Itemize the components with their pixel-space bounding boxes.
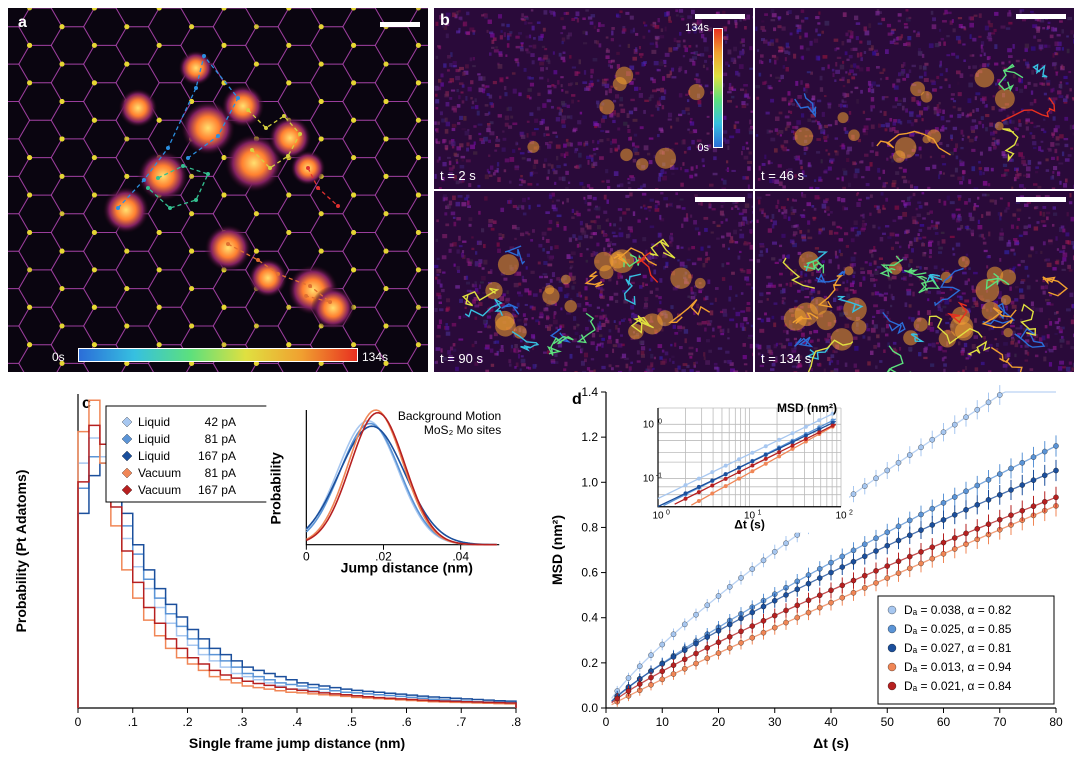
time-label: t = 46 s [761, 168, 804, 183]
svg-text:.8: .8 [511, 715, 521, 729]
svg-text:20: 20 [712, 715, 726, 729]
time-label: t = 90 s [440, 351, 483, 366]
svg-text:Liquid: Liquid [138, 415, 170, 429]
svg-text:0.4: 0.4 [581, 611, 598, 625]
frame-2: t = 90 s [434, 191, 753, 372]
svg-text:10: 10 [656, 715, 670, 729]
svg-text:MoS₂ Mo sites: MoS₂ Mo sites [424, 423, 501, 437]
scalebar [1016, 14, 1066, 19]
svg-text:MSD (nm²): MSD (nm²) [549, 515, 565, 585]
time-label: t = 134 s [761, 351, 811, 366]
svg-text:0.0: 0.0 [581, 701, 598, 715]
svg-text:Single frame jump distance (nm: Single frame jump distance (nm) [189, 735, 405, 751]
scalebar [695, 14, 745, 19]
panel-a-svg [8, 8, 428, 372]
frame-0: t = 2 s134s0s [434, 8, 753, 189]
svg-text:Background Motion: Background Motion [398, 409, 501, 423]
svg-text:1.2: 1.2 [581, 430, 598, 444]
frame-3: t = 134 s [755, 191, 1074, 372]
time-label: t = 2 s [440, 168, 476, 183]
svg-text:.5: .5 [347, 715, 357, 729]
svg-text:Probability (Pt Adatoms): Probability (Pt Adatoms) [13, 470, 29, 633]
svg-text:.1: .1 [128, 715, 138, 729]
svg-text:Vacuum: Vacuum [138, 483, 181, 497]
vertical-colorbar [713, 28, 723, 148]
svg-text:0.6: 0.6 [581, 566, 598, 580]
svg-text:.3: .3 [237, 715, 247, 729]
panel-d-chart: d 0 10 20 30 40 50 60 70 80 0.0 0.2 0.4 0.6 0.8 1.0 1.2 1… [544, 380, 1074, 758]
panel-c-chart: c0.1.2.3.4.5.6.7.8Single frame jump dist… [8, 380, 536, 758]
svg-text:Liquid: Liquid [138, 449, 170, 463]
colorbar-max: 134s [362, 350, 388, 364]
svg-text:42 pA: 42 pA [205, 415, 236, 429]
svg-text:80: 80 [1049, 715, 1063, 729]
svg-text:.7: .7 [456, 715, 466, 729]
svg-text:30: 30 [768, 715, 782, 729]
svg-text:0: 0 [75, 715, 82, 729]
svg-text:0.8: 0.8 [581, 520, 598, 534]
svg-text:Probability: Probability [267, 452, 283, 525]
svg-text:.6: .6 [401, 715, 411, 729]
svg-text:81 pA: 81 pA [205, 466, 236, 480]
svg-text:70: 70 [993, 715, 1007, 729]
svg-text:0: 0 [603, 715, 610, 729]
svg-text:Vacuum: Vacuum [138, 466, 181, 480]
svg-text:.4: .4 [292, 715, 302, 729]
svg-text:167 pA: 167 pA [198, 483, 236, 497]
frame-1: t = 46 s [755, 8, 1074, 189]
svg-text:167 pA: 167 pA [198, 449, 236, 463]
svg-text:60: 60 [937, 715, 951, 729]
svg-text:1.0: 1.0 [581, 475, 598, 489]
svg-text:81 pA: 81 pA [205, 432, 236, 446]
svg-text:50: 50 [881, 715, 895, 729]
svg-text:1.4: 1.4 [581, 385, 598, 399]
svg-text:0.2: 0.2 [581, 656, 598, 670]
scalebar [695, 197, 745, 202]
colorbar-min: 0s [52, 350, 65, 364]
panel-b: b t = 2 s134s0s t = 46 s t = 90 s t = 134 s [434, 8, 1074, 372]
svg-text:Liquid: Liquid [138, 432, 170, 446]
svg-text:Δt (s): Δt (s) [813, 735, 849, 751]
svg-text:d: d [572, 391, 582, 408]
panel-a-label: a [18, 14, 27, 32]
svg-text:Jump distance (nm): Jump distance (nm) [341, 560, 473, 576]
panel-a-colorbar [78, 348, 358, 362]
panel-b-label: b [440, 12, 450, 30]
panel-c: c0.1.2.3.4.5.6.7.8Single frame jump dist… [8, 380, 536, 758]
panel-d: d 0 10 20 30 40 50 60 70 80 0.0 0.2 0.4 0.6 0.8 1.0 1.2 1… [544, 380, 1074, 758]
svg-text:0: 0 [303, 550, 310, 564]
panel-a: a 0s 134s [8, 8, 428, 372]
scalebar [1016, 197, 1066, 202]
svg-text:.2: .2 [182, 715, 192, 729]
svg-text:40: 40 [824, 715, 838, 729]
